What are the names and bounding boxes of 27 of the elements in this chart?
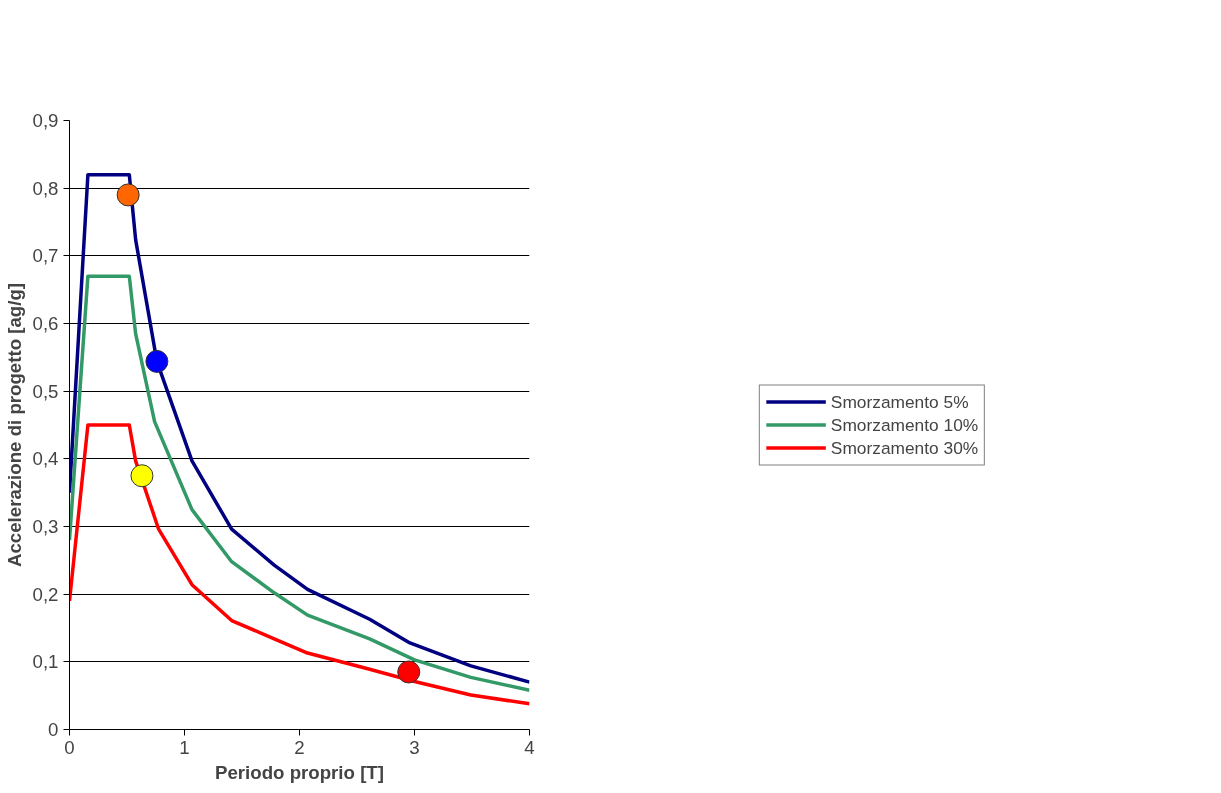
line-series xyxy=(69,423,530,706)
legend-label: Smorzamento 10% xyxy=(830,414,979,435)
x-tick-label: 0 xyxy=(64,736,75,758)
line-series xyxy=(69,172,530,684)
x-axis-title: Periodo proprio [T] xyxy=(215,761,384,783)
x-tick-label: 4 xyxy=(524,736,535,758)
y-axis-title: Accelerazione di progetto [ag/g] xyxy=(3,282,25,568)
point xyxy=(397,660,421,684)
legend-label: Smorzamento 5% xyxy=(830,391,969,412)
y-tick-label: 0,6 xyxy=(32,313,59,334)
line-series xyxy=(69,274,530,692)
legend-label: Smorzamento 30% xyxy=(830,437,979,458)
point xyxy=(116,183,140,207)
x-tick-label: 1 xyxy=(179,736,190,758)
y-tick-label: 0,8 xyxy=(32,177,59,199)
y-tick-label: 0,5 xyxy=(32,380,59,402)
y-tick-label: 0,4 xyxy=(32,448,59,470)
y-tick-label: 0,1 xyxy=(32,651,59,673)
y-tick-label: 0,2 xyxy=(32,583,59,605)
y-tick-label: 0,9 xyxy=(32,110,59,131)
x-tick-label: 2 xyxy=(294,736,305,758)
y-tick-label: 0 xyxy=(48,719,59,740)
point xyxy=(145,349,169,373)
point xyxy=(130,464,154,488)
y-tick-label: 0,7 xyxy=(32,245,59,267)
x-tick-label: 3 xyxy=(409,736,420,758)
y-tick-label: 0,3 xyxy=(32,516,59,537)
